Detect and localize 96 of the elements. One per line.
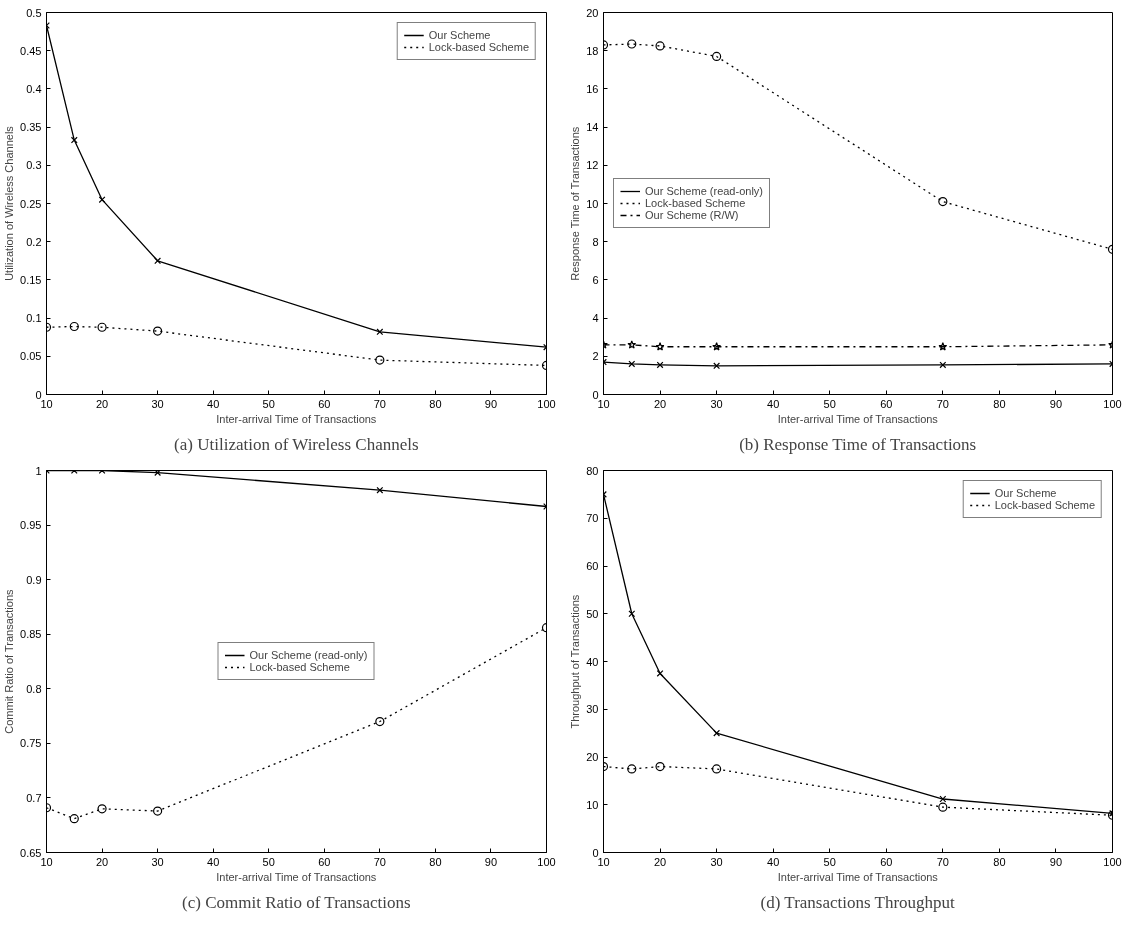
x-tick-label: 70 — [373, 855, 386, 868]
y-axis-title: Throughput of Transactions — [569, 594, 582, 729]
x-tick-label: 100 — [1103, 855, 1122, 868]
y-tick-label: 0.15 — [20, 273, 42, 286]
y-tick-label: 20 — [586, 6, 599, 19]
x-axis-title: Inter-arrival Time of Transactions — [216, 870, 377, 883]
legend-label: Our Scheme (R/W) — [645, 209, 739, 221]
y-tick-label: 0 — [35, 388, 42, 401]
y-tick-label: 0.85 — [20, 628, 42, 641]
y-tick-label: 0.2 — [26, 235, 42, 248]
x-tick-label: 30 — [151, 855, 164, 868]
y-tick-label: 20 — [586, 751, 599, 763]
x-tick-label: 70 — [373, 397, 386, 410]
x-tick-label: 90 — [484, 397, 498, 410]
x-tick-label: 100 — [537, 397, 556, 410]
x-tick-label: 50 — [823, 855, 836, 868]
x-tick-label: 60 — [318, 855, 331, 868]
legend-label: Our Scheme — [428, 29, 491, 41]
y-tick-label: 10 — [586, 798, 599, 811]
legend-label: Our Scheme — [994, 487, 1057, 499]
y-tick-label: 0.65 — [20, 846, 42, 859]
y-tick-label: 30 — [586, 703, 599, 716]
y-tick-label: 1 — [35, 464, 42, 477]
legend-label: Lock-based Scheme — [428, 41, 529, 53]
x-tick-label: 80 — [993, 397, 1006, 410]
y-tick-label: 18 — [586, 44, 599, 57]
x-tick-label: 100 — [1103, 397, 1122, 410]
y-tick-label: 6 — [592, 273, 599, 286]
y-tick-label: 70 — [586, 512, 599, 525]
y-tick-label: 14 — [586, 121, 599, 134]
y-tick-label: 80 — [586, 464, 599, 477]
y-tick-label: 0.45 — [20, 44, 42, 57]
y-tick-label: 0.95 — [20, 519, 42, 532]
x-tick-label: 30 — [710, 855, 723, 868]
x-tick-label: 50 — [262, 855, 275, 868]
x-tick-label: 20 — [95, 855, 109, 868]
x-tick-label: 20 — [95, 397, 109, 410]
y-tick-label: 0.75 — [20, 737, 42, 750]
text: (a) Utilization of Wireless Channels — [174, 434, 419, 454]
y-tick-label: 0.35 — [20, 121, 42, 134]
x-tick-label: 50 — [823, 397, 836, 410]
y-tick-label: 8 — [592, 235, 599, 248]
y-tick-label: 4 — [592, 312, 599, 325]
y-tick-label: 12 — [586, 159, 599, 172]
x-tick-label: 70 — [936, 855, 949, 868]
y-tick-label: 0.4 — [26, 82, 42, 95]
y-tick-label: 0.05 — [20, 350, 42, 363]
x-tick-label: 20 — [653, 397, 667, 410]
x-tick-label: 70 — [936, 397, 949, 410]
legend-label: Lock-based Scheme — [994, 499, 1095, 511]
x-tick-label: 80 — [993, 855, 1006, 868]
legend-label: Our Scheme (read-only) — [645, 185, 763, 197]
y-tick-label: 0 — [592, 846, 599, 859]
y-tick-label: 60 — [586, 560, 599, 572]
y-axis-title: Commit Ratio of Transactions — [3, 588, 16, 734]
y-tick-label: 40 — [586, 655, 599, 668]
x-tick-label: 40 — [207, 855, 220, 868]
x-tick-label: 60 — [318, 397, 331, 410]
y-tick-label: 0.9 — [26, 573, 42, 586]
legend-label: Lock-based Scheme — [249, 661, 350, 673]
text: (d) Transactions Throughput — [760, 892, 956, 912]
x-tick-label: 100 — [537, 855, 556, 868]
y-tick-label: 0.25 — [20, 197, 42, 210]
x-tick-label: 30 — [151, 397, 164, 410]
y-tick-label: 0.7 — [26, 791, 42, 804]
y-tick-label: 0.5 — [26, 6, 42, 19]
y-tick-label: 0 — [592, 388, 599, 401]
text: (b) Response Time of Transactions — [739, 434, 977, 454]
legend-label: Lock-based Scheme — [645, 197, 746, 209]
y-tick-label: 2 — [592, 350, 599, 363]
x-tick-label: 20 — [653, 855, 667, 868]
x-axis-title: Inter-arrival Time of Transactions — [777, 870, 939, 883]
y-tick-label: 10 — [586, 197, 599, 210]
y-axis-title: Response Time of Transactions — [569, 126, 582, 281]
x-tick-label: 50 — [262, 397, 275, 410]
x-tick-label: 90 — [484, 855, 498, 868]
x-tick-label: 80 — [429, 855, 442, 868]
x-axis-title: Inter-arrival Time of Transactions — [216, 412, 377, 425]
text: (c) Commit Ratio of Transactions — [182, 892, 411, 912]
x-tick-label: 40 — [767, 397, 780, 410]
x-axis-title: Inter-arrival Time of Transactions — [777, 412, 939, 425]
y-tick-label: 50 — [586, 607, 599, 620]
x-tick-label: 30 — [710, 397, 723, 410]
y-tick-label: 0.3 — [26, 159, 42, 172]
y-tick-label: 16 — [586, 82, 599, 95]
y-tick-label: 0.1 — [26, 312, 42, 325]
x-tick-label: 40 — [207, 397, 220, 410]
x-tick-label: 60 — [880, 855, 893, 868]
x-tick-label: 80 — [429, 397, 442, 410]
x-tick-label: 60 — [880, 397, 893, 410]
legend-label: Our Scheme (read-only) — [249, 649, 368, 661]
x-tick-label: 90 — [1049, 397, 1063, 410]
y-axis-title: Utilization of Wireless Channels — [3, 125, 16, 281]
x-tick-label: 90 — [1049, 855, 1063, 868]
x-tick-label: 40 — [767, 855, 780, 868]
y-tick-label: 0.8 — [26, 682, 42, 695]
